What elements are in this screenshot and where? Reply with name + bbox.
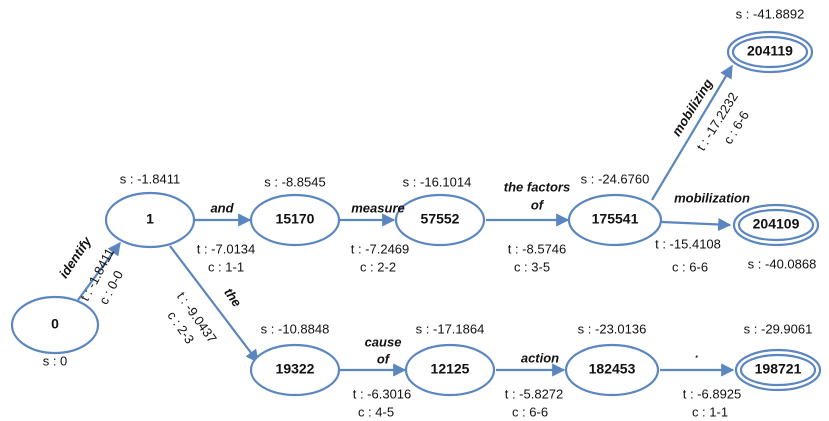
node-label: 15170 <box>276 211 315 227</box>
edge-word: cause <box>365 334 402 349</box>
node-score: s : -17.1864 <box>416 321 485 336</box>
node-score: s : 0 <box>43 353 68 368</box>
node-label: 0 <box>51 316 59 332</box>
edge-c: c : 6-6 <box>672 259 708 274</box>
node <box>104 191 196 249</box>
node <box>249 343 341 397</box>
edges <box>77 64 735 377</box>
edge-word: and <box>210 200 234 215</box>
node <box>404 343 496 397</box>
node-final-inner <box>731 35 809 69</box>
node-score: s : -40.0868 <box>748 256 817 271</box>
edge-t: t : -6.3016 <box>353 386 412 401</box>
edge <box>651 64 733 201</box>
node-label: 204109 <box>753 216 800 232</box>
edge-c: c : 6-6 <box>512 404 548 419</box>
node-label: 204119 <box>747 43 793 59</box>
edge <box>661 217 732 232</box>
node-score: s : -8.8545 <box>264 174 325 189</box>
node-label: 182453 <box>589 361 636 377</box>
edge <box>169 245 259 364</box>
edge-t: t : -8.5746 <box>508 241 567 256</box>
node-score: s : -29.9061 <box>744 321 813 336</box>
edge-word: measure <box>351 200 404 215</box>
edge-word: . <box>695 345 699 360</box>
edge-word: the factors <box>504 179 570 194</box>
node-final-inner <box>739 353 817 387</box>
node <box>564 343 660 397</box>
node-label: 1 <box>146 211 154 227</box>
node-score: s : -41.8892 <box>736 6 805 21</box>
node <box>394 193 486 247</box>
node-label: 19322 <box>276 361 315 377</box>
node-score: s : -23.0136 <box>578 321 647 336</box>
node <box>249 193 341 247</box>
edge-t: t : -7.2469 <box>351 241 410 256</box>
edge-c: c : 2-2 <box>360 259 396 274</box>
node-score: s : -24.6760 <box>581 171 650 186</box>
node-label: 175541 <box>592 211 639 227</box>
edge-t: t : -5.8272 <box>505 386 564 401</box>
node-score: s : -16.1014 <box>403 174 472 189</box>
node <box>567 193 663 247</box>
node <box>10 295 100 355</box>
node-label: 12125 <box>431 361 470 377</box>
edge-word: the <box>221 285 244 310</box>
edge-labels: identify t : -1.8411 c : 0-0 and t : -7.… <box>56 76 752 419</box>
edge <box>77 241 121 301</box>
node-label: 57552 <box>421 211 460 227</box>
node-label: 198721 <box>755 361 802 377</box>
nodes: 0 s : 0 1 s : -1.8411 15170 s : -8.8545 … <box>10 6 822 397</box>
edge-word: action <box>521 350 559 365</box>
edge-t: t : -7.0134 <box>197 241 256 256</box>
edge-word: of <box>377 351 391 366</box>
node-score: s : -10.8848 <box>261 321 330 336</box>
edge-word: mobilization <box>674 190 750 205</box>
node-final-inner <box>737 208 815 242</box>
edge-c: c : 1-1 <box>692 404 728 419</box>
edge-c: c : 3-5 <box>514 259 550 274</box>
edge-t: t : -15.4108 <box>655 236 721 251</box>
edge-word: of <box>531 197 545 212</box>
edge-t: t : -6.8925 <box>683 386 742 401</box>
edge-c: c : 1-1 <box>208 259 244 274</box>
node-score: s : -1.8411 <box>120 171 180 186</box>
edge-c: c : 4-5 <box>358 404 394 419</box>
